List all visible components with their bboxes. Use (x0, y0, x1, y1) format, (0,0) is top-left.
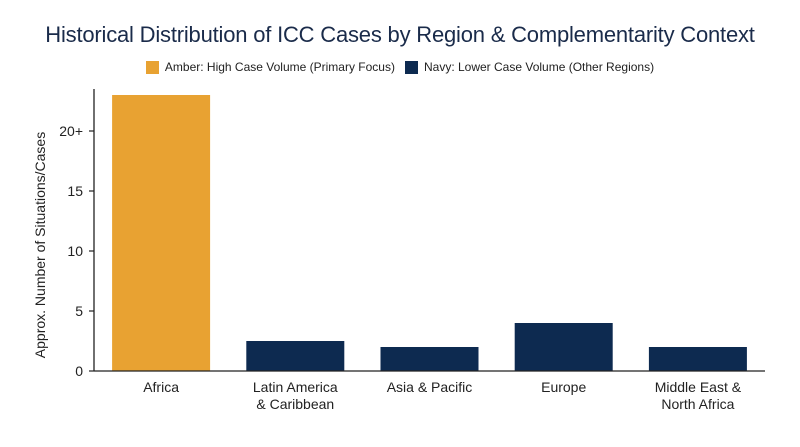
x-tick-label-line: Europe (541, 379, 586, 395)
x-tick-label-line: Asia & Pacific (387, 379, 473, 395)
legend-entry-low: Navy: Lower Case Volume (Other Regions) (404, 60, 655, 74)
legend-swatch-high (145, 60, 159, 74)
x-tick-label: Latin America & Caribbean (253, 379, 338, 412)
x-tick-label: Asia & Pacific (387, 379, 473, 395)
y-tick-label: 20+ (59, 123, 83, 139)
y-tick-label: 0 (75, 363, 83, 379)
y-axis-label: Approx. Number of Situations/Cases (32, 132, 48, 358)
y-tick-label: 10 (67, 243, 83, 259)
x-tick-label: Middle East & North Africa (655, 379, 742, 412)
x-tick-label-line: North Africa (661, 396, 734, 412)
y-tick-label: 5 (75, 303, 83, 319)
legend-swatch-low (404, 60, 418, 74)
legend: Amber: High Case Volume (Primary Focus) … (0, 60, 800, 74)
bar (380, 347, 479, 371)
bar (246, 341, 345, 371)
legend-label-high: Amber: High Case Volume (Primary Focus) (164, 60, 395, 74)
bar (514, 323, 613, 371)
bar (112, 95, 211, 371)
x-tick-label-line: Middle East & (655, 379, 742, 395)
x-tick-label-line: Latin America (253, 379, 338, 395)
x-tick-label-line: & Caribbean (256, 396, 334, 412)
legend-label-low: Navy: Lower Case Volume (Other Regions) (423, 60, 655, 74)
chart-title: Historical Distribution of ICC Cases by … (45, 22, 755, 47)
y-tick-label: 15 (67, 183, 83, 199)
legend-entry-high: Amber: High Case Volume (Primary Focus) (145, 60, 395, 74)
bar (648, 347, 747, 371)
x-tick-label-line: Africa (143, 379, 179, 395)
x-tick-label: Europe (541, 379, 586, 395)
x-tick-label: Africa (143, 379, 179, 395)
